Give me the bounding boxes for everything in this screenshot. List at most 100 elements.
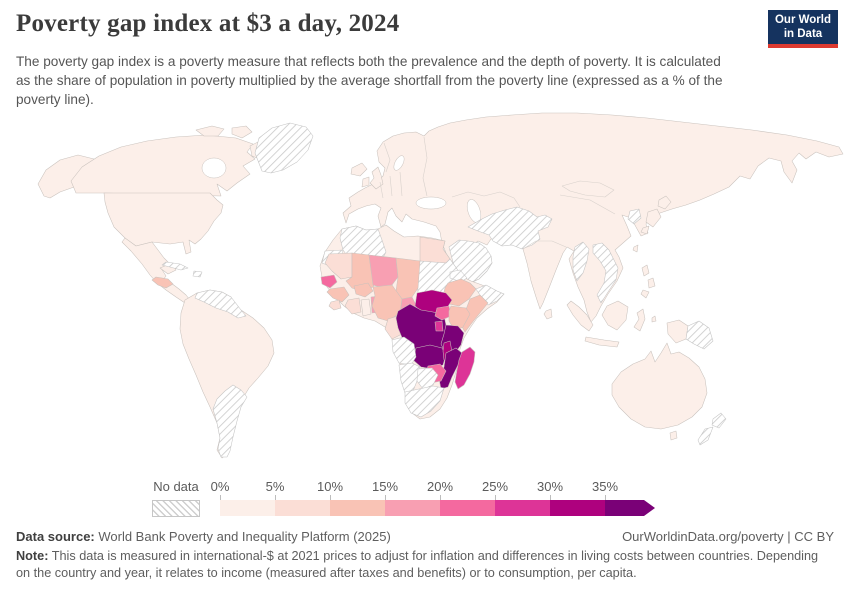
legend-tick-mark (385, 495, 386, 500)
legend-tick-label: 15% (371, 479, 399, 494)
country-united-states[interactable] (103, 192, 224, 255)
legend-tick-mark (220, 495, 221, 500)
legend-bin-30-35%[interactable] (550, 500, 605, 516)
legend-bin-5-10%[interactable] (275, 500, 330, 516)
footer-source-row: Data source: World Bank Poverty and Ineq… (16, 529, 834, 544)
country-japan-2[interactable] (645, 208, 662, 228)
border-himalaya (522, 240, 567, 250)
border-europe-3 (399, 171, 403, 197)
owid-logo[interactable]: Our World in Data (768, 10, 838, 48)
country-madagascar[interactable] (454, 346, 476, 390)
country-argentina[interactable] (212, 384, 248, 458)
legend-tick-label: 30% (536, 479, 564, 494)
country-ghana[interactable] (360, 298, 372, 317)
legend-bin-0-5%[interactable] (220, 500, 275, 516)
data-source-label: Data source: (16, 529, 95, 544)
country-canada-arctic-2[interactable] (231, 125, 253, 139)
country-eritrea-djibouti[interactable] (449, 269, 468, 283)
country-indonesia-west-papua[interactable] (666, 319, 689, 344)
country-united-kingdom[interactable] (369, 166, 384, 190)
country-iceland[interactable] (350, 162, 368, 177)
country-vietnam-laos[interactable] (592, 242, 619, 304)
country-taiwan[interactable] (632, 244, 639, 253)
country-indonesia-sulawesi[interactable] (633, 308, 646, 332)
country-iran-afghanistan-group[interactable] (467, 206, 553, 250)
legend-bin-10-15%[interactable] (330, 500, 385, 516)
page-title: Poverty gap index at $3 a day, 2024 (16, 10, 400, 37)
hudson-bay (201, 157, 227, 179)
legend-bin-35%+[interactable] (605, 500, 655, 516)
country-cuba[interactable] (161, 261, 189, 271)
country-philippines-1[interactable] (641, 264, 650, 277)
legend-tick-label: 10% (316, 479, 344, 494)
country-burkina-faso[interactable] (353, 282, 374, 298)
country-australia[interactable] (611, 342, 708, 430)
country-canada-arctic-1[interactable] (195, 125, 225, 137)
country-indonesia-java[interactable] (584, 336, 620, 348)
country-japan-3[interactable] (640, 225, 650, 235)
country-namibia[interactable] (398, 362, 421, 394)
country-sri-lanka[interactable] (543, 308, 553, 320)
legend-tick-mark (550, 495, 551, 500)
legend-tick-label: 35% (591, 479, 619, 494)
country-philippines-2[interactable] (647, 277, 656, 289)
footer-note-value: This data is measured in international-$… (16, 549, 819, 581)
country-cote-divoire[interactable] (344, 297, 362, 315)
country-haiti[interactable] (192, 270, 203, 278)
country-new-zealand-south[interactable] (697, 426, 714, 446)
country-south-africa[interactable] (404, 385, 445, 418)
footer-note: Note: This data is measured in internati… (16, 548, 834, 583)
country-uganda[interactable] (434, 305, 452, 321)
border-china-sea (559, 194, 616, 215)
country-senegal[interactable] (320, 274, 338, 289)
owid-link[interactable]: OurWorldinData.org/poverty | CC BY (622, 529, 834, 544)
country-indonesia-borneo[interactable] (601, 300, 629, 331)
legend-bar (220, 500, 655, 516)
chart-subtitle: The poverty gap index is a poverty measu… (16, 54, 723, 108)
legend-bin-15-20%[interactable] (385, 500, 440, 516)
border-russia-west (422, 136, 428, 197)
country-indonesia-sumatra[interactable] (566, 300, 594, 332)
country-honduras[interactable] (151, 276, 174, 289)
country-rwanda-burundi[interactable] (434, 320, 444, 332)
country-myanmar[interactable] (572, 241, 590, 282)
legend-tick-mark (330, 495, 331, 500)
footer-note-label: Note: (16, 549, 49, 563)
black-sea (415, 196, 447, 210)
country-niger[interactable] (368, 254, 399, 288)
country-papua-new-guinea[interactable] (685, 320, 714, 350)
country-japan-1[interactable] (657, 195, 672, 210)
legend-tick-label: 25% (481, 479, 509, 494)
legend-bin-20-25%[interactable] (440, 500, 495, 516)
country-philippines-3[interactable] (640, 289, 650, 299)
country-greenland[interactable] (254, 122, 314, 174)
legend-tick-mark (605, 495, 606, 500)
country-indonesia-moluccas[interactable] (651, 315, 657, 323)
country-north-korea[interactable] (627, 208, 642, 225)
legend-tick-mark (275, 495, 276, 500)
border-europe-2 (389, 175, 393, 197)
country-ireland[interactable] (361, 176, 370, 188)
country-venezuela-guyanas[interactable] (194, 289, 247, 319)
baltic-sea (393, 155, 405, 171)
country-angola[interactable] (391, 336, 417, 366)
country-botswana[interactable] (416, 367, 439, 390)
country-zambia[interactable] (412, 344, 447, 370)
legend-no-data-swatch[interactable] (152, 500, 200, 517)
legend-bin-25-30%[interactable] (495, 500, 550, 516)
border-kazakhstan (451, 191, 521, 208)
owid-logo-line2: in Data (783, 28, 823, 40)
legend-tick-label: 20% (426, 479, 454, 494)
legend-no-data-label: No data (153, 479, 199, 494)
data-source-text: Data source: World Bank Poverty and Ineq… (16, 529, 391, 544)
country-sierra-leone[interactable] (328, 299, 342, 311)
border-europe-1 (379, 181, 384, 199)
legend-tick-mark (440, 495, 441, 500)
country-canada[interactable] (70, 134, 256, 197)
country-mexico-central-america[interactable] (121, 237, 191, 304)
country-guinea[interactable] (326, 286, 350, 303)
country-australia-tasmania[interactable] (669, 430, 678, 441)
country-new-zealand-north[interactable] (711, 412, 727, 429)
